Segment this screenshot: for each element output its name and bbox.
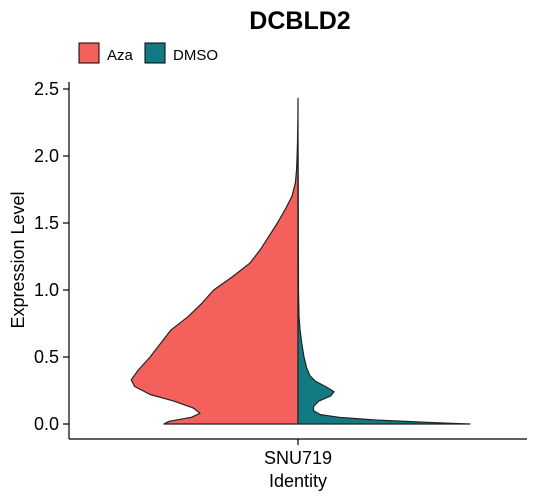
legend-label-aza: Aza: [107, 47, 134, 64]
y-tick-label: 0.0: [34, 414, 59, 434]
legend-swatch-dmso: [144, 42, 166, 64]
legend: Aza DMSO: [78, 42, 218, 64]
x-tick-label: SNU719: [264, 448, 332, 468]
y-tick-label: 1.0: [34, 280, 59, 300]
y-axis-ticks: 0.0 0.5 1.0 1.5 2.0 2.5: [34, 79, 69, 434]
y-tick-label: 1.5: [34, 213, 59, 233]
y-tick-label: 2.5: [34, 79, 59, 99]
y-tick-label: 2.0: [34, 146, 59, 166]
y-tick-label: 0.5: [34, 347, 59, 367]
chart-title: DCBLD2: [249, 7, 350, 35]
violin-aza: [130, 97, 299, 425]
violin-plot-area: [130, 97, 471, 425]
legend-swatch-aza: [78, 42, 100, 64]
legend-label-dmso: DMSO: [173, 47, 218, 64]
y-axis-title: Expression Level: [8, 191, 28, 328]
x-axis-title: Identity: [269, 471, 327, 491]
violin-dmso: [297, 142, 471, 425]
